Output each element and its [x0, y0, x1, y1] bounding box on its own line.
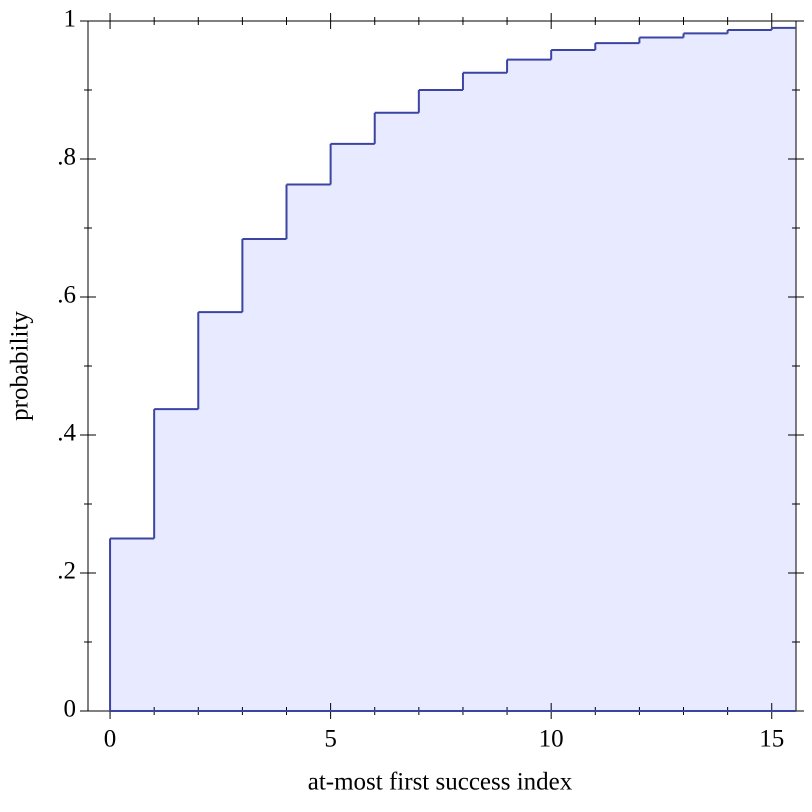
y-tick-label: .6: [57, 282, 76, 309]
area-fill: [110, 27, 796, 711]
x-tick-label: 0: [104, 726, 117, 753]
y-tick-label: .2: [57, 558, 76, 585]
x-tick-label: 5: [324, 726, 337, 753]
y-axis-label: probability: [7, 311, 34, 421]
y-tick-label: .8: [57, 144, 76, 171]
y-tick-label: .4: [57, 420, 76, 447]
y-tick-label: 1: [64, 6, 77, 33]
x-tick-label: 15: [759, 726, 784, 753]
y-tick-label: 0: [64, 696, 77, 723]
x-axis-label: at-most first success index: [308, 769, 573, 796]
x-tick-label: 10: [539, 726, 564, 753]
